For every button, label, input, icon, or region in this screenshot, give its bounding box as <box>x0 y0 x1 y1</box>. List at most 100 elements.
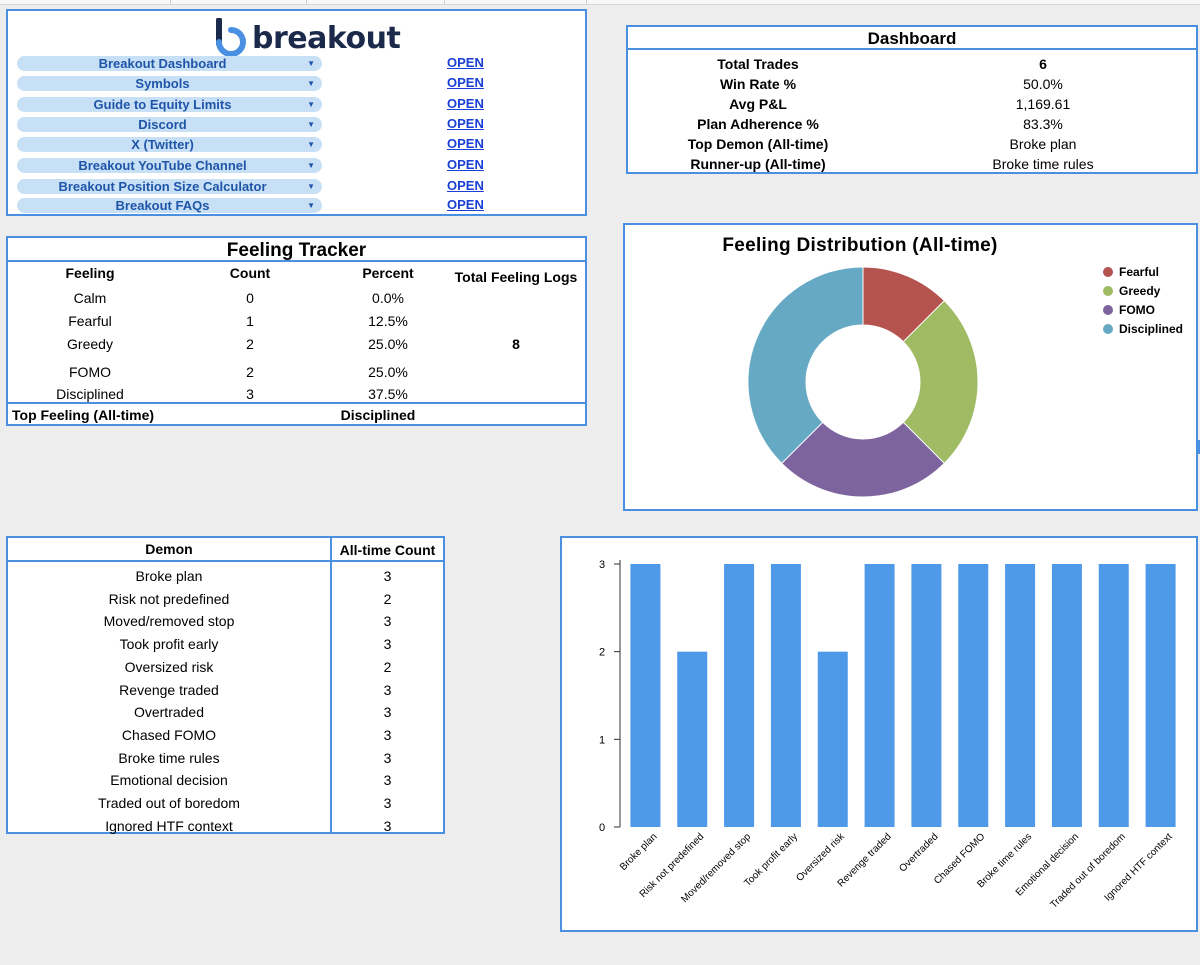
demon-count-cell: 2 <box>383 590 392 607</box>
feeling-header: Feeling <box>65 265 115 281</box>
legend-label: FOMO <box>1119 303 1155 317</box>
sheet-top-strip <box>0 0 1200 5</box>
link-row: X (Twitter) ▼ OPEN <box>17 136 577 153</box>
y-tick-label: 0 <box>599 822 605 834</box>
top-feeling-value: Disciplined <box>340 407 416 423</box>
link-row: Breakout FAQs ▼ OPEN <box>17 197 577 214</box>
bar[interactable] <box>630 564 661 827</box>
bar[interactable] <box>864 564 895 827</box>
bar[interactable] <box>1005 564 1036 827</box>
open-link[interactable]: OPEN <box>447 75 484 90</box>
link-dropdown[interactable]: Breakout Position Size Calculator ▼ <box>17 179 322 194</box>
link-dropdown[interactable]: Breakout YouTube Channel ▼ <box>17 158 322 173</box>
link-dropdown[interactable]: Discord ▼ <box>17 117 322 132</box>
link-row: Guide to Equity Limits ▼ OPEN <box>17 96 577 113</box>
dashboard-row: Total Trades 6 <box>628 54 1196 74</box>
pie-slice-fomo[interactable] <box>780 421 946 498</box>
feeling-count-cell: 3 <box>246 386 254 402</box>
dropdown-arrow-icon[interactable]: ▼ <box>307 100 315 109</box>
bar[interactable] <box>770 564 801 827</box>
legend-swatch <box>1103 285 1113 296</box>
feeling-percent-cell: 37.5% <box>368 386 408 402</box>
feeling-percent-cell: 12.5% <box>368 313 408 329</box>
bar[interactable] <box>958 564 989 827</box>
feeling-percent-cell: 25.0% <box>368 364 408 380</box>
demon-name-cell: Chased FOMO <box>121 726 217 743</box>
demon-count-cell: 3 <box>383 772 392 789</box>
link-label: X (Twitter) <box>131 137 194 152</box>
open-link[interactable]: OPEN <box>447 96 484 111</box>
dropdown-arrow-icon[interactable]: ▼ <box>307 59 315 68</box>
demon-count-cell: 3 <box>383 795 392 811</box>
demon-name-cell: Revenge traded <box>119 681 219 698</box>
feeling-percent-cell: 0.0% <box>372 290 404 306</box>
bar[interactable] <box>1051 564 1082 827</box>
demons-table-column-divider <box>330 538 332 832</box>
link-dropdown[interactable]: Breakout FAQs ▼ <box>17 198 322 213</box>
open-link[interactable]: OPEN <box>447 178 484 193</box>
bar[interactable] <box>1145 564 1176 827</box>
bar[interactable] <box>724 564 755 827</box>
open-link[interactable]: OPEN <box>447 197 484 212</box>
dropdown-arrow-icon[interactable]: ▼ <box>307 201 315 210</box>
demon-name-cell: Took profit early <box>119 636 219 653</box>
link-dropdown[interactable]: Breakout Dashboard ▼ <box>17 56 322 71</box>
open-link[interactable]: OPEN <box>447 55 484 70</box>
link-dropdown[interactable]: Symbols ▼ <box>17 76 322 91</box>
dropdown-arrow-icon[interactable]: ▼ <box>307 79 315 88</box>
legend-item: Greedy <box>1103 283 1160 299</box>
y-tick-label: 1 <box>599 734 605 746</box>
pie-slice-disciplined[interactable] <box>747 266 864 465</box>
top-feeling-label: Top Feeling (All-time) <box>12 407 155 423</box>
dashboard-metric-label: Total Trades <box>717 56 799 72</box>
dashboard-metric-label: Avg P&L <box>729 96 787 112</box>
x-category-label: Broke plan <box>618 831 660 873</box>
feeling-feeling-cell: Greedy <box>67 336 113 352</box>
open-link[interactable]: OPEN <box>447 116 484 131</box>
link-row: Symbols ▼ OPEN <box>17 75 577 92</box>
bar[interactable] <box>817 651 848 827</box>
dashboard-metric-value: Broke plan <box>1009 136 1077 152</box>
demon-name-cell: Overtraded <box>133 704 205 721</box>
bar[interactable] <box>677 651 708 827</box>
link-label: Symbols <box>135 76 190 91</box>
link-row: Breakout YouTube Channel ▼ OPEN <box>17 157 577 174</box>
demon-count-cell: 3 <box>383 613 392 630</box>
demon-name-cell: Emotional decision <box>110 772 228 789</box>
legend-item: Disciplined <box>1103 321 1183 337</box>
dropdown-arrow-icon[interactable]: ▼ <box>307 161 315 170</box>
legend-label: Disciplined <box>1119 322 1184 336</box>
demon-name-cell: Traded out of boredom <box>98 795 240 811</box>
x-category-label: Oversized risk <box>794 831 847 884</box>
y-tick-label: 3 <box>599 559 605 571</box>
feeling-feeling-cell: Calm <box>73 290 107 306</box>
count-header: Count <box>229 265 271 281</box>
link-row: Breakout Dashboard ▼ OPEN <box>17 55 577 72</box>
percent-header: Percent <box>362 265 414 281</box>
dropdown-arrow-icon[interactable]: ▼ <box>307 120 315 129</box>
link-dropdown[interactable]: Guide to Equity Limits ▼ <box>17 97 322 112</box>
demon-name-cell: Broke plan <box>135 568 203 584</box>
dashboard-metric-label: Top Demon (All-time) <box>687 136 829 152</box>
breakout-logo-icon <box>216 18 246 57</box>
logo-wordmark: breakout <box>252 20 401 56</box>
dropdown-arrow-icon[interactable]: ▼ <box>307 182 315 191</box>
open-link[interactable]: OPEN <box>447 157 484 172</box>
pie-slice-greedy[interactable] <box>902 299 979 465</box>
dashboard-row: Win Rate % 50.0% <box>628 74 1196 94</box>
link-label: Breakout FAQs <box>115 198 210 213</box>
dashboard-metric-label: Win Rate % <box>719 76 797 92</box>
demon-count-cell: 3 <box>383 568 392 584</box>
total-feeling-logs-header: Total Feeling Logs <box>454 269 578 285</box>
open-link[interactable]: OPEN <box>447 136 484 151</box>
demons-table: Demon All-time Count Broke plan 3 Risk not… <box>6 536 445 834</box>
demon-name-cell: Risk not predefined <box>108 590 230 607</box>
bar[interactable] <box>911 564 942 827</box>
link-dropdown[interactable]: X (Twitter) ▼ <box>17 137 322 152</box>
bar[interactable] <box>1098 564 1129 827</box>
link-label: Breakout Position Size Calculator <box>58 179 267 194</box>
feeling-distribution-chart: Feeling Distribution (All-time) Fearful G… <box>623 223 1198 511</box>
dashboard-row: Top Demon (All-time) Broke plan <box>628 134 1196 154</box>
dropdown-arrow-icon[interactable]: ▼ <box>307 140 315 149</box>
legend-label: Greedy <box>1119 284 1161 298</box>
